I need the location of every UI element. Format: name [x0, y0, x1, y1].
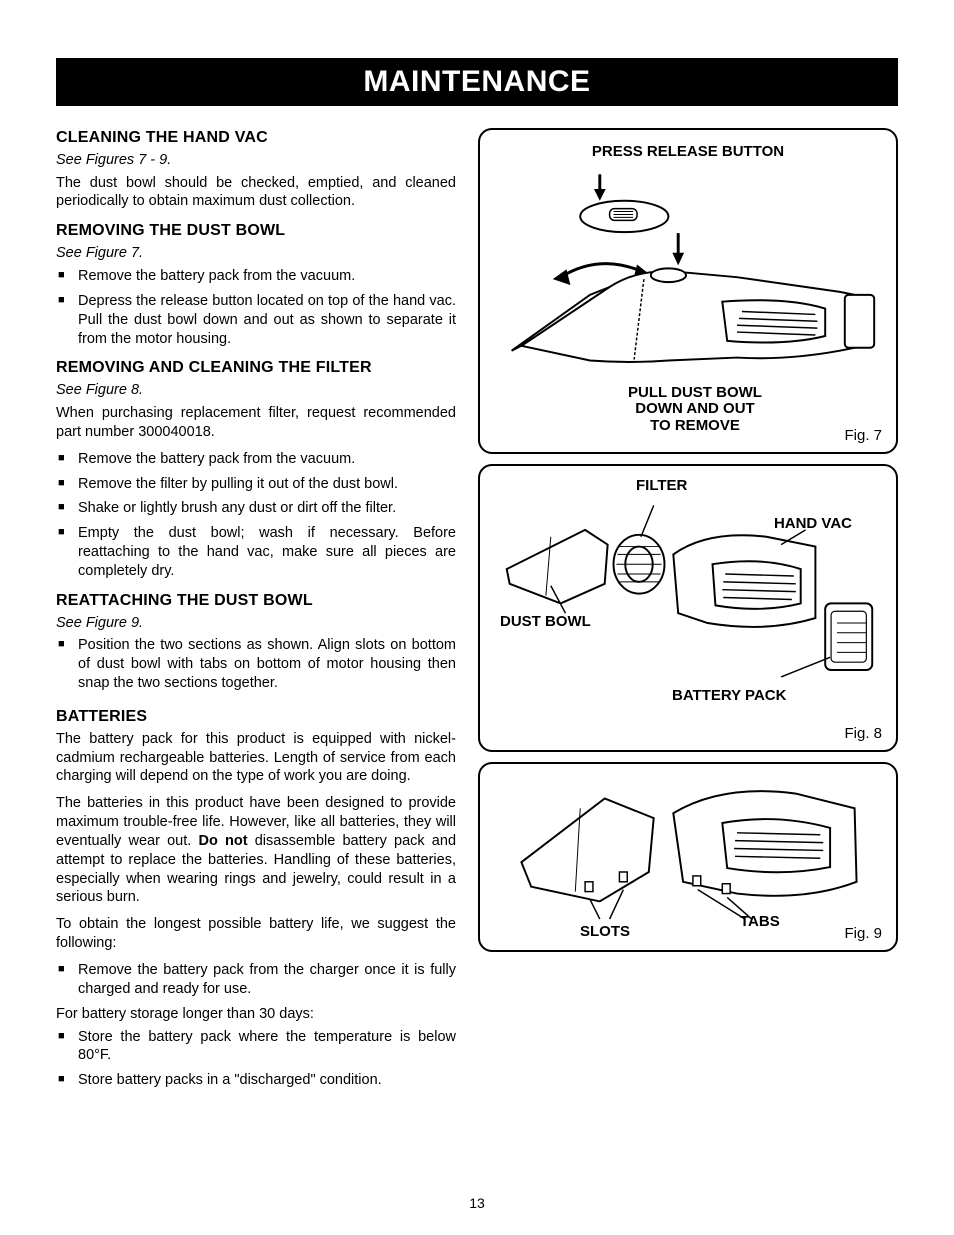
left-column: CLEANING THE HAND VAC See Figures 7 - 9.…: [56, 128, 456, 1096]
callout-filter: FILTER: [636, 478, 687, 495]
callout-dust-bowl: DUST BOWL: [500, 614, 591, 631]
text: TO REMOVE: [610, 418, 780, 435]
list-item: Store battery packs in a "discharged" co…: [56, 1071, 456, 1090]
figure-9-diagram: [492, 774, 884, 931]
callout-tabs: TABS: [740, 914, 780, 931]
page-number: 13: [0, 1195, 954, 1211]
two-column-layout: CLEANING THE HAND VAC See Figures 7 - 9.…: [56, 128, 898, 1096]
figure-8: FILTER HAND VAC DUST BOWL BATTERY PACK: [478, 464, 898, 752]
text: DOWN AND OUT: [610, 401, 780, 418]
figure-7: PRESS RELEASE BUTTON: [478, 128, 898, 454]
list-item: Position the two sections as shown. Alig…: [56, 636, 456, 693]
figure-label: Fig. 9: [844, 925, 882, 942]
para: To obtain the longest possible battery l…: [56, 915, 456, 953]
figref: See Figures 7 - 9.: [56, 151, 456, 170]
para: The dust bowl should be checked, emptied…: [56, 174, 456, 212]
list-item: Store the battery pack where the tempera…: [56, 1028, 456, 1066]
figref: See Figure 8.: [56, 381, 456, 400]
callout-hand-vac: HAND VAC: [774, 516, 852, 533]
list-item: Remove the battery pack from the charger…: [56, 961, 456, 999]
bullet-list: Remove the battery pack from the vacuum.…: [56, 267, 456, 348]
right-column: PRESS RELEASE BUTTON: [478, 128, 898, 1096]
bullet-list: Remove the battery pack from the charger…: [56, 961, 456, 999]
heading-reattach: REATTACHING THE DUST BOWL: [56, 591, 456, 612]
bullet-list: Store the battery pack where the tempera…: [56, 1028, 456, 1091]
callout-slots: SLOTS: [580, 924, 630, 941]
heading-batteries: BATTERIES: [56, 707, 456, 728]
list-item: Shake or lightly brush any dust or dirt …: [56, 499, 456, 518]
list-item: Remove the battery pack from the vacuum.: [56, 267, 456, 286]
list-item: Empty the dust bowl; wash if necessary. …: [56, 524, 456, 581]
bullet-list: Position the two sections as shown. Alig…: [56, 636, 456, 693]
heading-removing-bowl: REMOVING THE DUST BOWL: [56, 221, 456, 242]
page-banner: MAINTENANCE: [56, 58, 898, 106]
para: When purchasing replacement filter, requ…: [56, 404, 456, 442]
figure-label: Fig. 8: [844, 725, 882, 742]
figure-9: SLOTS TABS Fig. 9: [478, 762, 898, 952]
para: The batteries in this product have been …: [56, 794, 456, 907]
figure-7-diagram: [492, 140, 884, 424]
callout-press-release: PRESS RELEASE BUTTON: [480, 144, 896, 161]
para: For battery storage longer than 30 days:: [56, 1005, 456, 1024]
para: The battery pack for this product is equ…: [56, 730, 456, 787]
list-item: Remove the battery pack from the vacuum.: [56, 450, 456, 469]
bullet-list: Remove the battery pack from the vacuum.…: [56, 450, 456, 581]
list-item: Remove the filter by pulling it out of t…: [56, 475, 456, 494]
callout-battery: BATTERY PACK: [672, 688, 786, 705]
figref: See Figure 9.: [56, 614, 456, 633]
heading-cleaning: CLEANING THE HAND VAC: [56, 128, 456, 149]
figref: See Figure 7.: [56, 244, 456, 263]
list-item: Depress the release button located on to…: [56, 292, 456, 349]
text: PULL DUST BOWL: [610, 385, 780, 402]
figure-label: Fig. 7: [844, 427, 882, 444]
callout-pull-bowl: PULL DUST BOWL DOWN AND OUT TO REMOVE: [610, 385, 780, 435]
bold-text: Do not: [198, 833, 247, 849]
heading-filter: REMOVING AND CLEANING THE FILTER: [56, 358, 456, 379]
